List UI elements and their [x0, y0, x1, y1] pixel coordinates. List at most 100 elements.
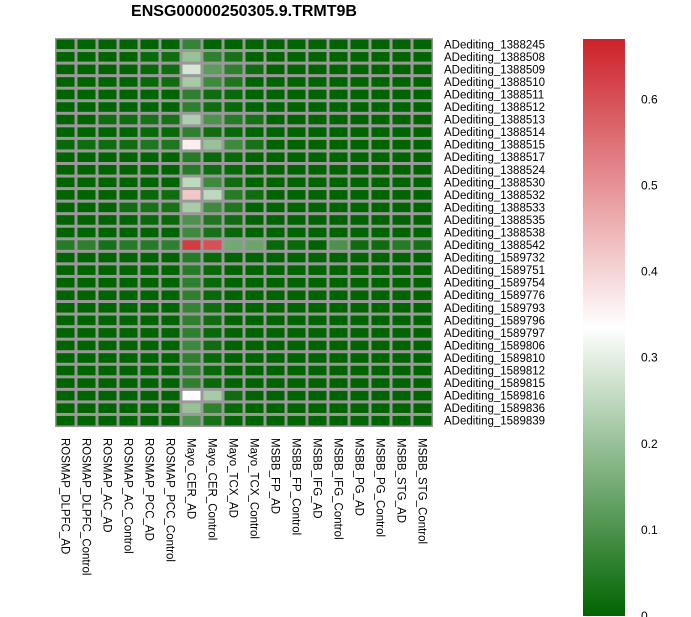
heatmap-cell	[308, 39, 327, 50]
heatmap-cell	[203, 64, 222, 75]
heatmap-cell	[161, 227, 180, 238]
heatmap-cell	[140, 164, 159, 175]
heatmap-cell	[119, 415, 138, 426]
heatmap-cell	[245, 415, 264, 426]
heatmap-cell	[371, 277, 390, 288]
heatmap-cell	[413, 365, 432, 376]
heatmap-cell	[140, 277, 159, 288]
heatmap-cell	[350, 277, 369, 288]
heatmap-cell	[245, 89, 264, 100]
heatmap-cell	[245, 102, 264, 112]
heatmap-cell	[371, 240, 390, 250]
heatmap-cell	[224, 52, 243, 62]
heatmap-cell	[98, 240, 117, 250]
heatmap-cell	[203, 403, 222, 413]
heatmap-cell	[350, 227, 369, 238]
heatmap-cell	[161, 415, 180, 426]
heatmap-cell	[56, 277, 75, 288]
heatmap-cell	[287, 127, 306, 137]
heatmap-cell	[413, 202, 432, 213]
heatmap-cell	[371, 340, 390, 351]
heatmap-cell	[413, 315, 432, 326]
heatmap-cell	[77, 378, 96, 388]
heatmap-cell	[77, 340, 96, 351]
heatmap-cell	[266, 403, 285, 413]
heatmap-cell	[203, 202, 222, 213]
heatmap-cell	[77, 89, 96, 100]
heatmap-cell	[140, 190, 159, 200]
heatmap-cell	[245, 114, 264, 125]
heatmap-cell	[77, 290, 96, 301]
heatmap-cell	[245, 64, 264, 75]
heatmap-cell	[392, 64, 411, 75]
heatmap-cell	[140, 39, 159, 50]
heatmap-cell	[119, 39, 138, 50]
heatmap-cell	[140, 215, 159, 225]
legend-tick-label: 0.5	[641, 178, 658, 192]
heatmap-cell	[98, 340, 117, 351]
heatmap-cell	[98, 89, 117, 100]
heatmap-cell	[98, 177, 117, 188]
heatmap-cell	[203, 328, 222, 338]
heatmap-cell	[119, 277, 138, 288]
heatmap-cell	[329, 353, 348, 363]
heatmap-cell	[266, 415, 285, 426]
heatmap-cell	[329, 403, 348, 413]
heatmap-cell	[287, 215, 306, 225]
heatmap-cell	[329, 415, 348, 426]
heatmap-cell	[140, 403, 159, 413]
row-label: ADediting_1589751	[444, 265, 545, 277]
legend-tick-label: 0.1	[641, 523, 658, 537]
heatmap-cell	[308, 177, 327, 188]
heatmap-cell	[287, 190, 306, 200]
heatmap-cell	[140, 52, 159, 62]
row-label: ADediting_1388538	[444, 228, 545, 240]
heatmap-background	[55, 38, 433, 427]
heatmap-cell	[77, 415, 96, 426]
heatmap-cell	[287, 340, 306, 351]
heatmap-cell	[140, 265, 159, 275]
heatmap-cell	[287, 77, 306, 87]
heatmap-cell	[56, 353, 75, 363]
heatmap-cell	[308, 328, 327, 338]
heatmap-cell	[413, 403, 432, 413]
heatmap-cell	[392, 328, 411, 338]
heatmap-cell	[77, 215, 96, 225]
heatmap-cell	[329, 139, 348, 150]
heatmap-cell	[77, 265, 96, 275]
heatmap-cell	[413, 152, 432, 162]
heatmap-cell	[98, 64, 117, 75]
heatmap-cell	[98, 415, 117, 426]
row-label: ADediting_1388517	[444, 152, 545, 164]
heatmap-cell	[119, 403, 138, 413]
heatmap-cell	[182, 77, 201, 87]
heatmap-cell	[119, 177, 138, 188]
heatmap-cell	[308, 290, 327, 301]
heatmap-cell	[161, 102, 180, 112]
heatmap-cell	[287, 265, 306, 275]
heatmap-cell	[182, 152, 201, 162]
heatmap-cell	[119, 315, 138, 326]
heatmap-cell	[287, 164, 306, 175]
heatmap-cell	[203, 52, 222, 62]
heatmap-cell	[182, 328, 201, 338]
heatmap-cell	[266, 265, 285, 275]
heatmap-cell	[140, 177, 159, 188]
heatmap-cell	[371, 77, 390, 87]
heatmap-cell	[266, 114, 285, 125]
heatmap-cell	[371, 164, 390, 175]
heatmap-cell	[182, 365, 201, 376]
heatmap-cell	[182, 303, 201, 313]
heatmap-cell	[140, 290, 159, 301]
heatmap-cell	[287, 152, 306, 162]
heatmap-cell	[308, 139, 327, 150]
heatmap-cell	[245, 252, 264, 263]
heatmap-cell	[413, 215, 432, 225]
row-label: ADediting_1589812	[444, 366, 545, 378]
heatmap-cell	[182, 177, 201, 188]
heatmap-cell	[182, 290, 201, 301]
heatmap-cell	[140, 227, 159, 238]
heatmap-cell	[98, 265, 117, 275]
heatmap-cell	[224, 190, 243, 200]
heatmap-cell	[245, 378, 264, 388]
